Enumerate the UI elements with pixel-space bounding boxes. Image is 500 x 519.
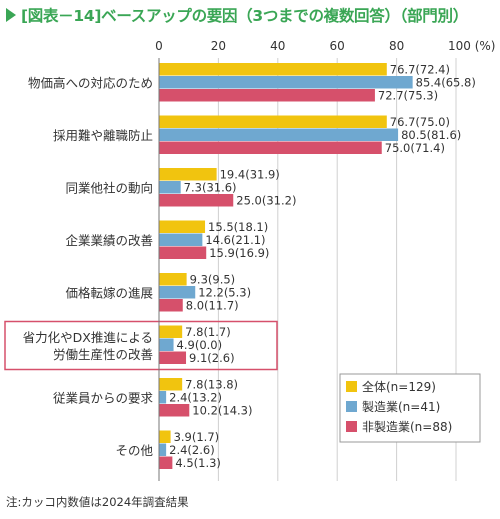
data-label-4-2: 8.0(11.7) <box>186 299 239 313</box>
data-label-3-1: 14.6(21.1) <box>205 233 265 247</box>
data-label-1-2: 75.0(71.4) <box>385 141 445 155</box>
bar-1-2 <box>159 141 382 154</box>
x-tick-label-0: 0 <box>155 39 163 53</box>
chart-title-text: [図表－14]ベースアップの要因（3つまでの複数回答）（部門別） <box>21 7 468 25</box>
category-label-7: その他 <box>115 443 153 458</box>
data-label-0-0: 76.7(72.4) <box>390 63 450 77</box>
x-tick-label-80: 80 <box>389 39 404 53</box>
bar-2-0 <box>159 168 217 181</box>
data-label-2-2: 25.0(31.2) <box>236 194 296 208</box>
bar-5-1 <box>159 338 174 351</box>
footnote: 注:カッコ内数値は2024年調査結果 <box>6 495 189 509</box>
title-triangle-icon <box>6 8 16 22</box>
bar-0-2 <box>159 89 375 102</box>
data-label-6-1: 2.4(13.2) <box>169 391 222 405</box>
bar-4-2 <box>159 299 183 312</box>
x-tick-label-60: 60 <box>330 39 345 53</box>
data-label-1-0: 76.7(75.0) <box>390 115 450 129</box>
legend-label-1: 製造業(n=41) <box>362 400 440 414</box>
bar-5-2 <box>159 351 187 364</box>
category-label-2: 同業他社の動向 <box>65 181 153 196</box>
data-label-5-1: 4.9(0.0) <box>177 338 223 352</box>
bar-3-1 <box>159 233 203 246</box>
data-label-1-1: 80.5(81.6) <box>401 128 461 142</box>
legend-swatch-1 <box>346 401 357 412</box>
bar-3-0 <box>159 220 206 233</box>
data-label-5-0: 7.8(1.7) <box>185 325 231 339</box>
legend-label-0: 全体(n=129) <box>362 379 436 394</box>
bar-4-0 <box>159 273 187 286</box>
bar-5-0 <box>159 325 183 338</box>
data-label-2-0: 19.4(31.9) <box>220 168 280 182</box>
data-label-6-0: 7.8(13.8) <box>185 378 238 392</box>
x-tick-label-100: 100 (%) <box>448 39 495 53</box>
category-label-3: 企業業績の改善 <box>65 233 153 248</box>
category-label-6: 従業員からの要求 <box>53 391 154 406</box>
bar-0-0 <box>159 63 387 76</box>
bar-6-2 <box>159 404 190 417</box>
x-tick-label-40: 40 <box>270 39 285 53</box>
bar-6-0 <box>159 378 183 391</box>
data-label-7-1: 2.4(2.6) <box>169 443 215 457</box>
data-label-7-0: 3.9(1.7) <box>174 430 220 444</box>
legend-swatch-0 <box>346 381 357 392</box>
bar-2-1 <box>159 181 181 194</box>
bar-4-1 <box>159 286 196 299</box>
legend-label-2: 非製造業(n=88) <box>362 420 452 434</box>
category-label-5-line2: 労働生産性の改善 <box>53 347 153 362</box>
bar-3-2 <box>159 246 207 259</box>
data-label-0-1: 85.4(65.8) <box>416 76 476 90</box>
highlight-box <box>4 320 278 371</box>
legend-swatch-2 <box>346 421 357 432</box>
bar-1-1 <box>159 128 399 141</box>
data-label-5-2: 9.1(2.6) <box>189 351 235 365</box>
bar-0-1 <box>159 76 413 89</box>
data-label-3-0: 15.5(18.1) <box>208 220 268 234</box>
bar-1-0 <box>159 115 387 128</box>
chart-title: [図表－14]ベースアップの要因（3つまでの複数回答）（部門別） <box>6 4 468 26</box>
data-label-3-2: 15.9(16.9) <box>209 246 269 260</box>
category-label-0: 物価高への対応のため <box>28 76 153 91</box>
category-label-4: 価格転嫁の進展 <box>65 286 153 301</box>
data-label-0-2: 72.7(75.3) <box>378 89 438 103</box>
legend-box <box>339 373 481 443</box>
data-label-4-0: 9.3(9.5) <box>190 273 236 287</box>
x-tick-label-20: 20 <box>211 39 226 53</box>
data-label-2-1: 7.3(31.6) <box>184 181 237 195</box>
bar-7-1 <box>159 443 167 456</box>
data-label-7-2: 4.5(1.3) <box>175 456 221 470</box>
bar-2-2 <box>159 194 234 207</box>
category-label-1: 採用難や離職防止 <box>53 128 153 143</box>
category-label-5-line1: 省力化やDX推進による <box>23 330 153 345</box>
bar-7-2 <box>159 456 173 469</box>
data-label-6-2: 10.2(14.3) <box>192 404 252 418</box>
data-label-4-1: 12.2(5.3) <box>198 286 251 300</box>
bar-7-0 <box>159 430 171 443</box>
bar-6-1 <box>159 391 167 404</box>
